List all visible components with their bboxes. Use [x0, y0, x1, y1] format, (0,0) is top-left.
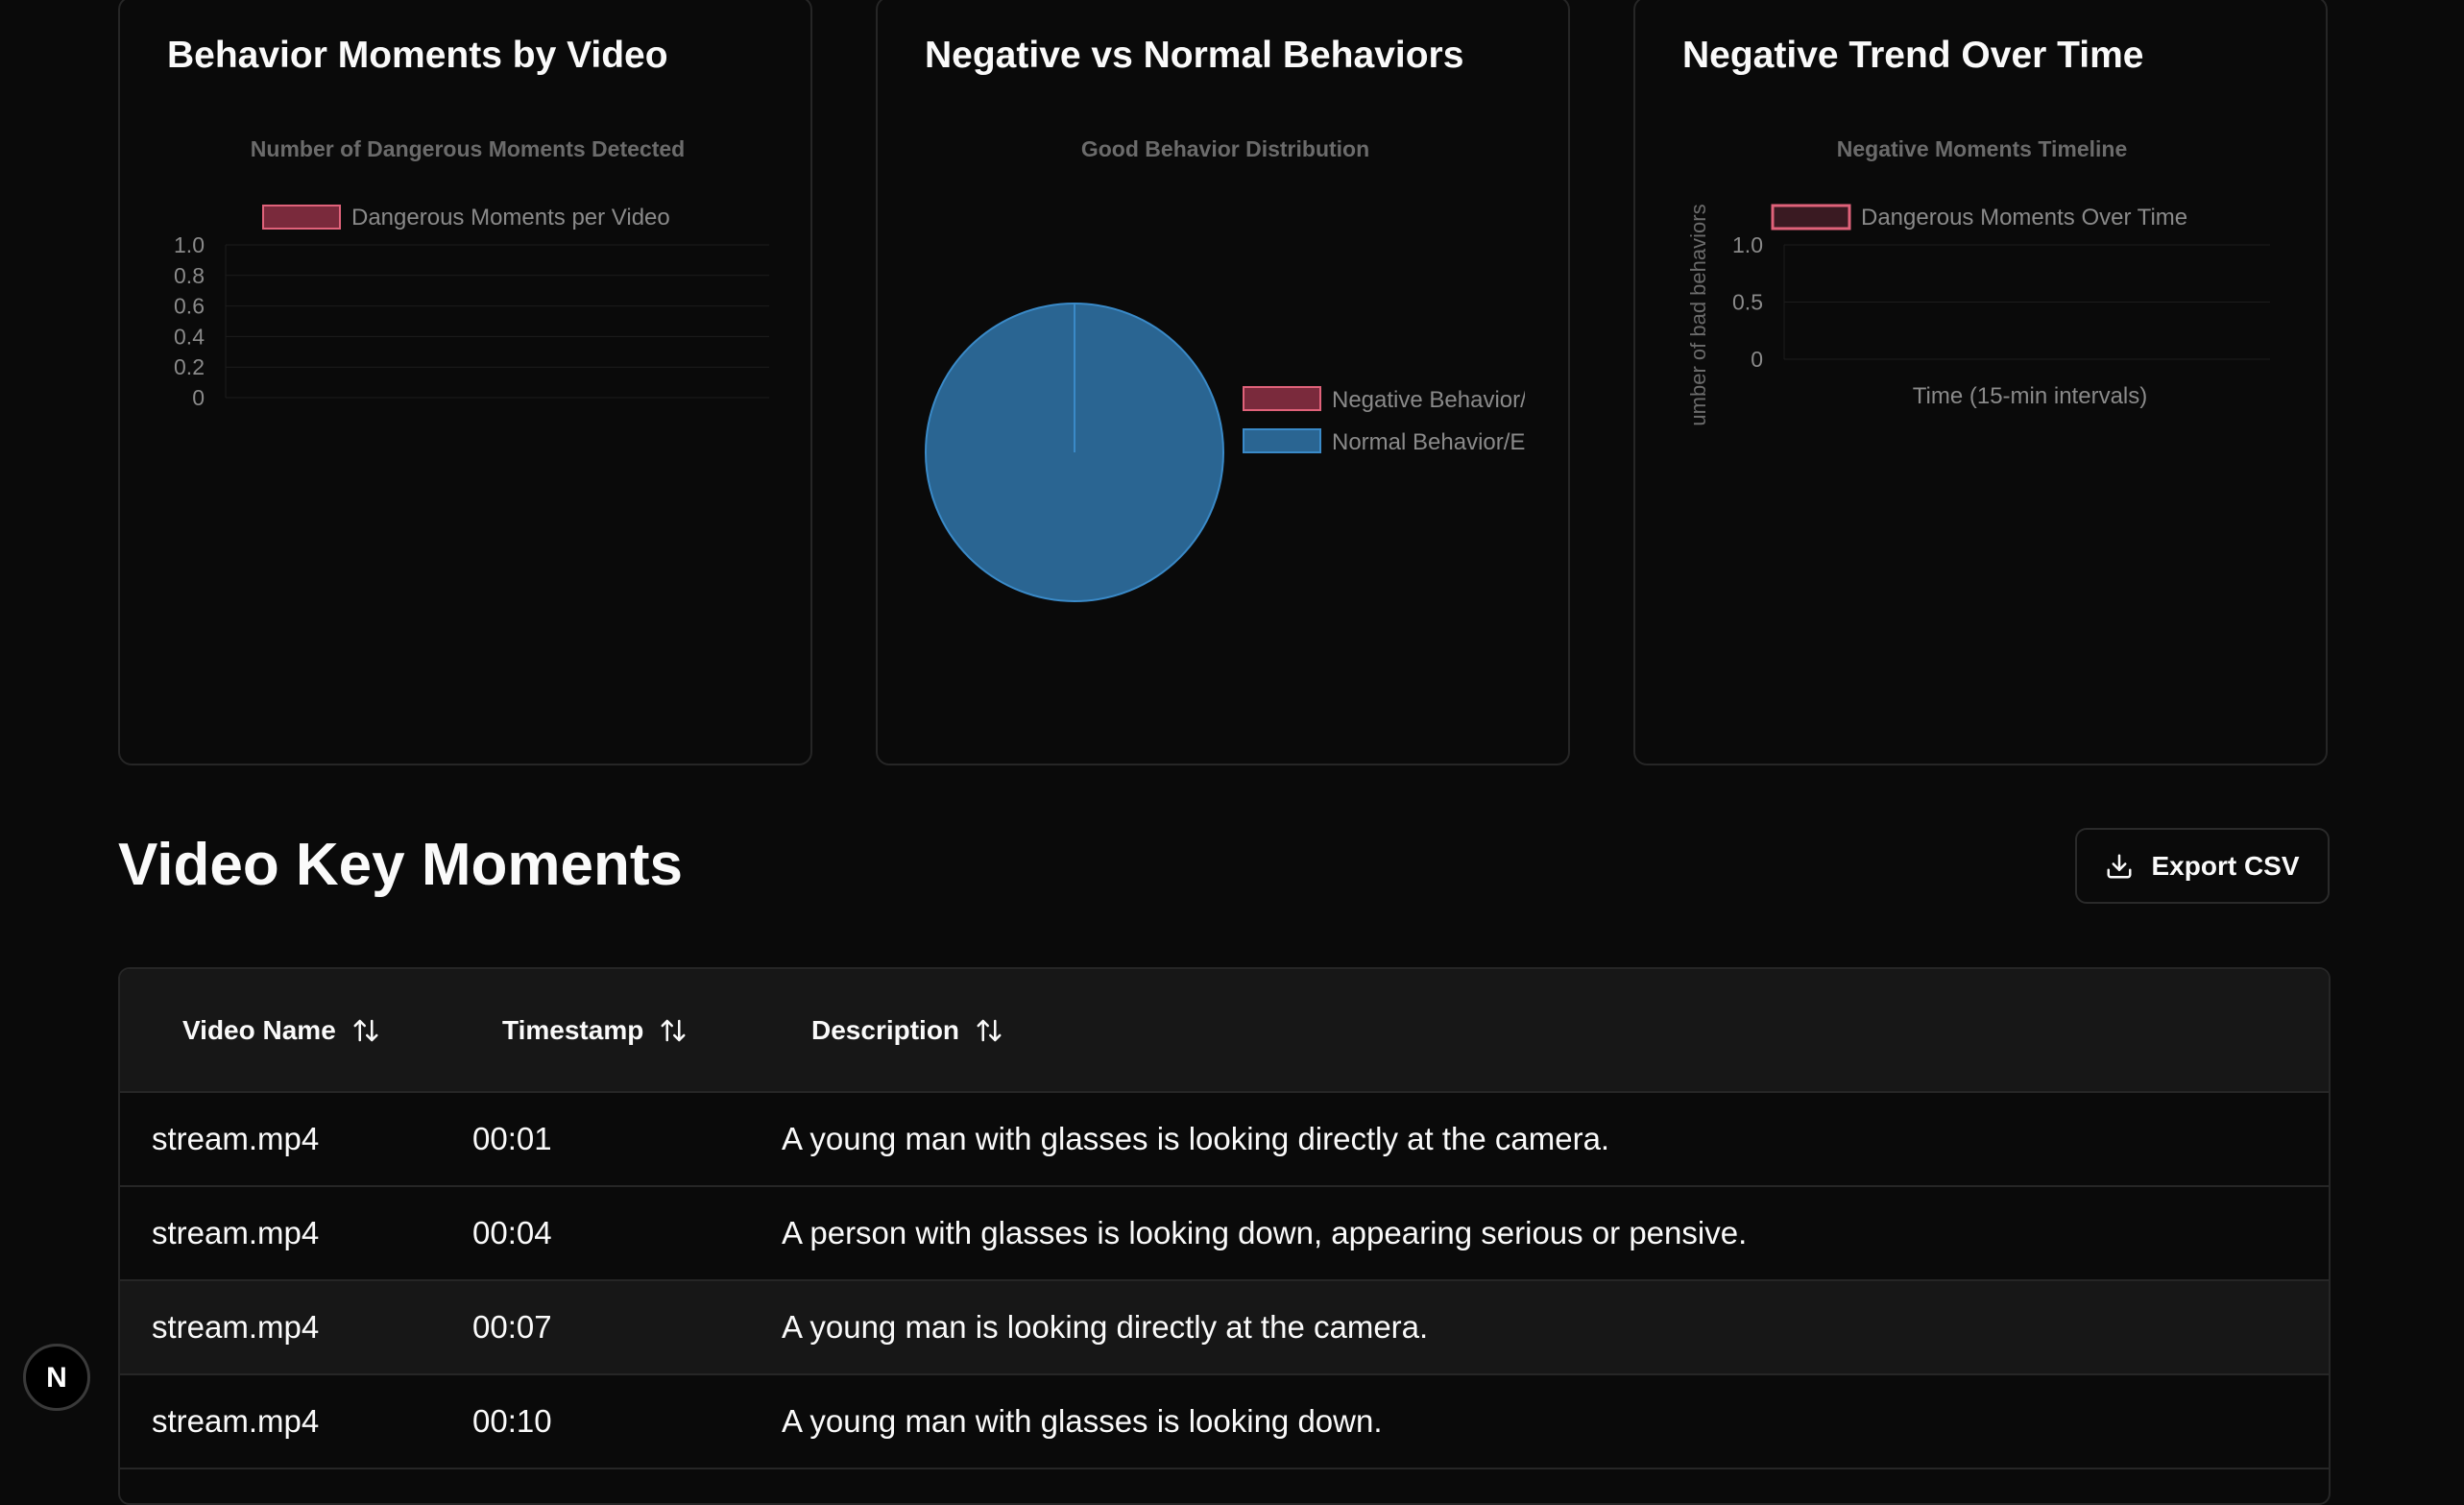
chart-title: Number of Dangerous Moments Detected [251, 136, 685, 161]
table-row[interactable]: stream.mp4 00:04 A person with glasses i… [120, 1187, 2329, 1281]
sort-arrows-icon [977, 1019, 1002, 1041]
cell-timestamp: 00:01 [472, 1121, 552, 1156]
chart-card-behavior-moments: Behavior Moments by Video Number of Dang… [118, 0, 812, 765]
bar-chart: Number of Dangerous Moments Detected Dan… [174, 136, 769, 410]
cell-description: A young man is looking directly at the c… [782, 1309, 1429, 1345]
cell-video-name: stream.mp4 [152, 1121, 320, 1156]
table-row[interactable]: stream.mp4 00:01 A young man with glasse… [120, 1093, 2329, 1187]
cell-description: A young man with glasses is looking dire… [782, 1121, 1610, 1156]
y-tick-label: 0 [192, 385, 205, 410]
legend-label[interactable]: Dangerous Moments Over Time [1861, 205, 2187, 231]
section-title: Video Key Moments [118, 832, 684, 898]
sort-arrows-icon [661, 1019, 686, 1041]
legend-swatch-normal[interactable] [1243, 428, 1321, 453]
y-axis-label: umber of bad behaviors [1686, 204, 1710, 425]
chart-card-negative-trend: Negative Trend Over Time Negative Moment… [1633, 0, 2328, 765]
cell-video-name: stream.mp4 [152, 1403, 320, 1439]
svg-text:N: N [46, 1362, 67, 1394]
table-row[interactable]: stream.mp4 00:10 A young man with glasse… [120, 1375, 2329, 1469]
key-moments-table: Video Name Timestamp Description stream.… [118, 967, 2331, 1505]
cell-video-name: stream.mp4 [152, 1309, 320, 1345]
x-axis-label: Time (15-min intervals) [1913, 383, 2148, 409]
chart-card-negative-vs-normal: Negative vs Normal Behaviors Good Behavi… [876, 0, 1570, 765]
chart-title: Negative Moments Timeline [1837, 136, 2128, 161]
legend-label[interactable]: Dangerous Moments per Video [351, 205, 670, 231]
export-csv-label: Export CSV [2151, 850, 2300, 881]
table-header: Video Name Timestamp Description [120, 969, 2329, 1093]
legend-swatch[interactable] [1771, 204, 1851, 231]
y-tick-label: 0.2 [174, 354, 205, 379]
column-header-label: Description [811, 1014, 960, 1045]
cell-description: A person with glasses is looking down, a… [782, 1215, 1748, 1250]
card-title: Behavior Moments by Video [167, 35, 668, 76]
chart-title: Good Behavior Distribution [1081, 136, 1369, 161]
legend-swatch-negative[interactable] [1243, 386, 1321, 411]
legend-label-negative[interactable]: Negative Behavior/ [1332, 387, 1527, 413]
cell-timestamp: 00:07 [472, 1309, 552, 1345]
nextjs-dev-badge[interactable]: N [23, 1344, 90, 1411]
table-row[interactable]: stream.mp4 00:07 A young man is looking … [120, 1281, 2329, 1375]
y-tick-label: 0.6 [174, 294, 205, 319]
pie-chart: Good Behavior Distribution Negative Beha… [925, 136, 1527, 602]
column-header-timestamp[interactable]: Timestamp [502, 969, 688, 1091]
card-title: Negative vs Normal Behaviors [925, 35, 1464, 76]
legend-label-normal[interactable]: Normal Behavior/E [1332, 429, 1525, 455]
column-header-video-name[interactable]: Video Name [182, 969, 380, 1091]
y-tick-label: 0.5 [1732, 290, 1763, 315]
cell-description: A young man with glasses is looking down… [782, 1403, 1383, 1439]
download-icon [2107, 854, 2132, 878]
y-axis: 1.0 0.8 0.6 0.4 0.2 0 [174, 232, 205, 410]
n-logo-icon: N [46, 1362, 67, 1394]
y-axis: 1.0 0.5 0 [1732, 232, 1763, 372]
y-tick-label: 0 [1751, 347, 1763, 372]
column-header-label: Timestamp [502, 1014, 644, 1045]
y-tick-label: 0.8 [174, 263, 205, 288]
y-tick-label: 0.4 [174, 324, 205, 349]
card-title: Negative Trend Over Time [1682, 35, 2144, 76]
cell-video-name: stream.mp4 [152, 1215, 320, 1250]
y-tick-label: 1.0 [1732, 232, 1763, 257]
line-chart: Negative Moments Timeline Dangerous Mome… [1686, 136, 2270, 426]
y-gridlines [225, 244, 769, 399]
y-tick-label: 1.0 [174, 232, 205, 257]
column-header-description[interactable]: Description [811, 969, 1003, 1091]
export-csv-button[interactable]: Export CSV [2075, 828, 2330, 904]
y-gridlines [1783, 244, 2270, 360]
cell-timestamp: 00:10 [472, 1403, 552, 1439]
cell-timestamp: 00:04 [472, 1215, 552, 1250]
legend-swatch[interactable] [262, 205, 341, 230]
pie-slices [925, 303, 1224, 602]
column-header-label: Video Name [182, 1014, 336, 1045]
sort-arrows-icon [353, 1019, 378, 1041]
